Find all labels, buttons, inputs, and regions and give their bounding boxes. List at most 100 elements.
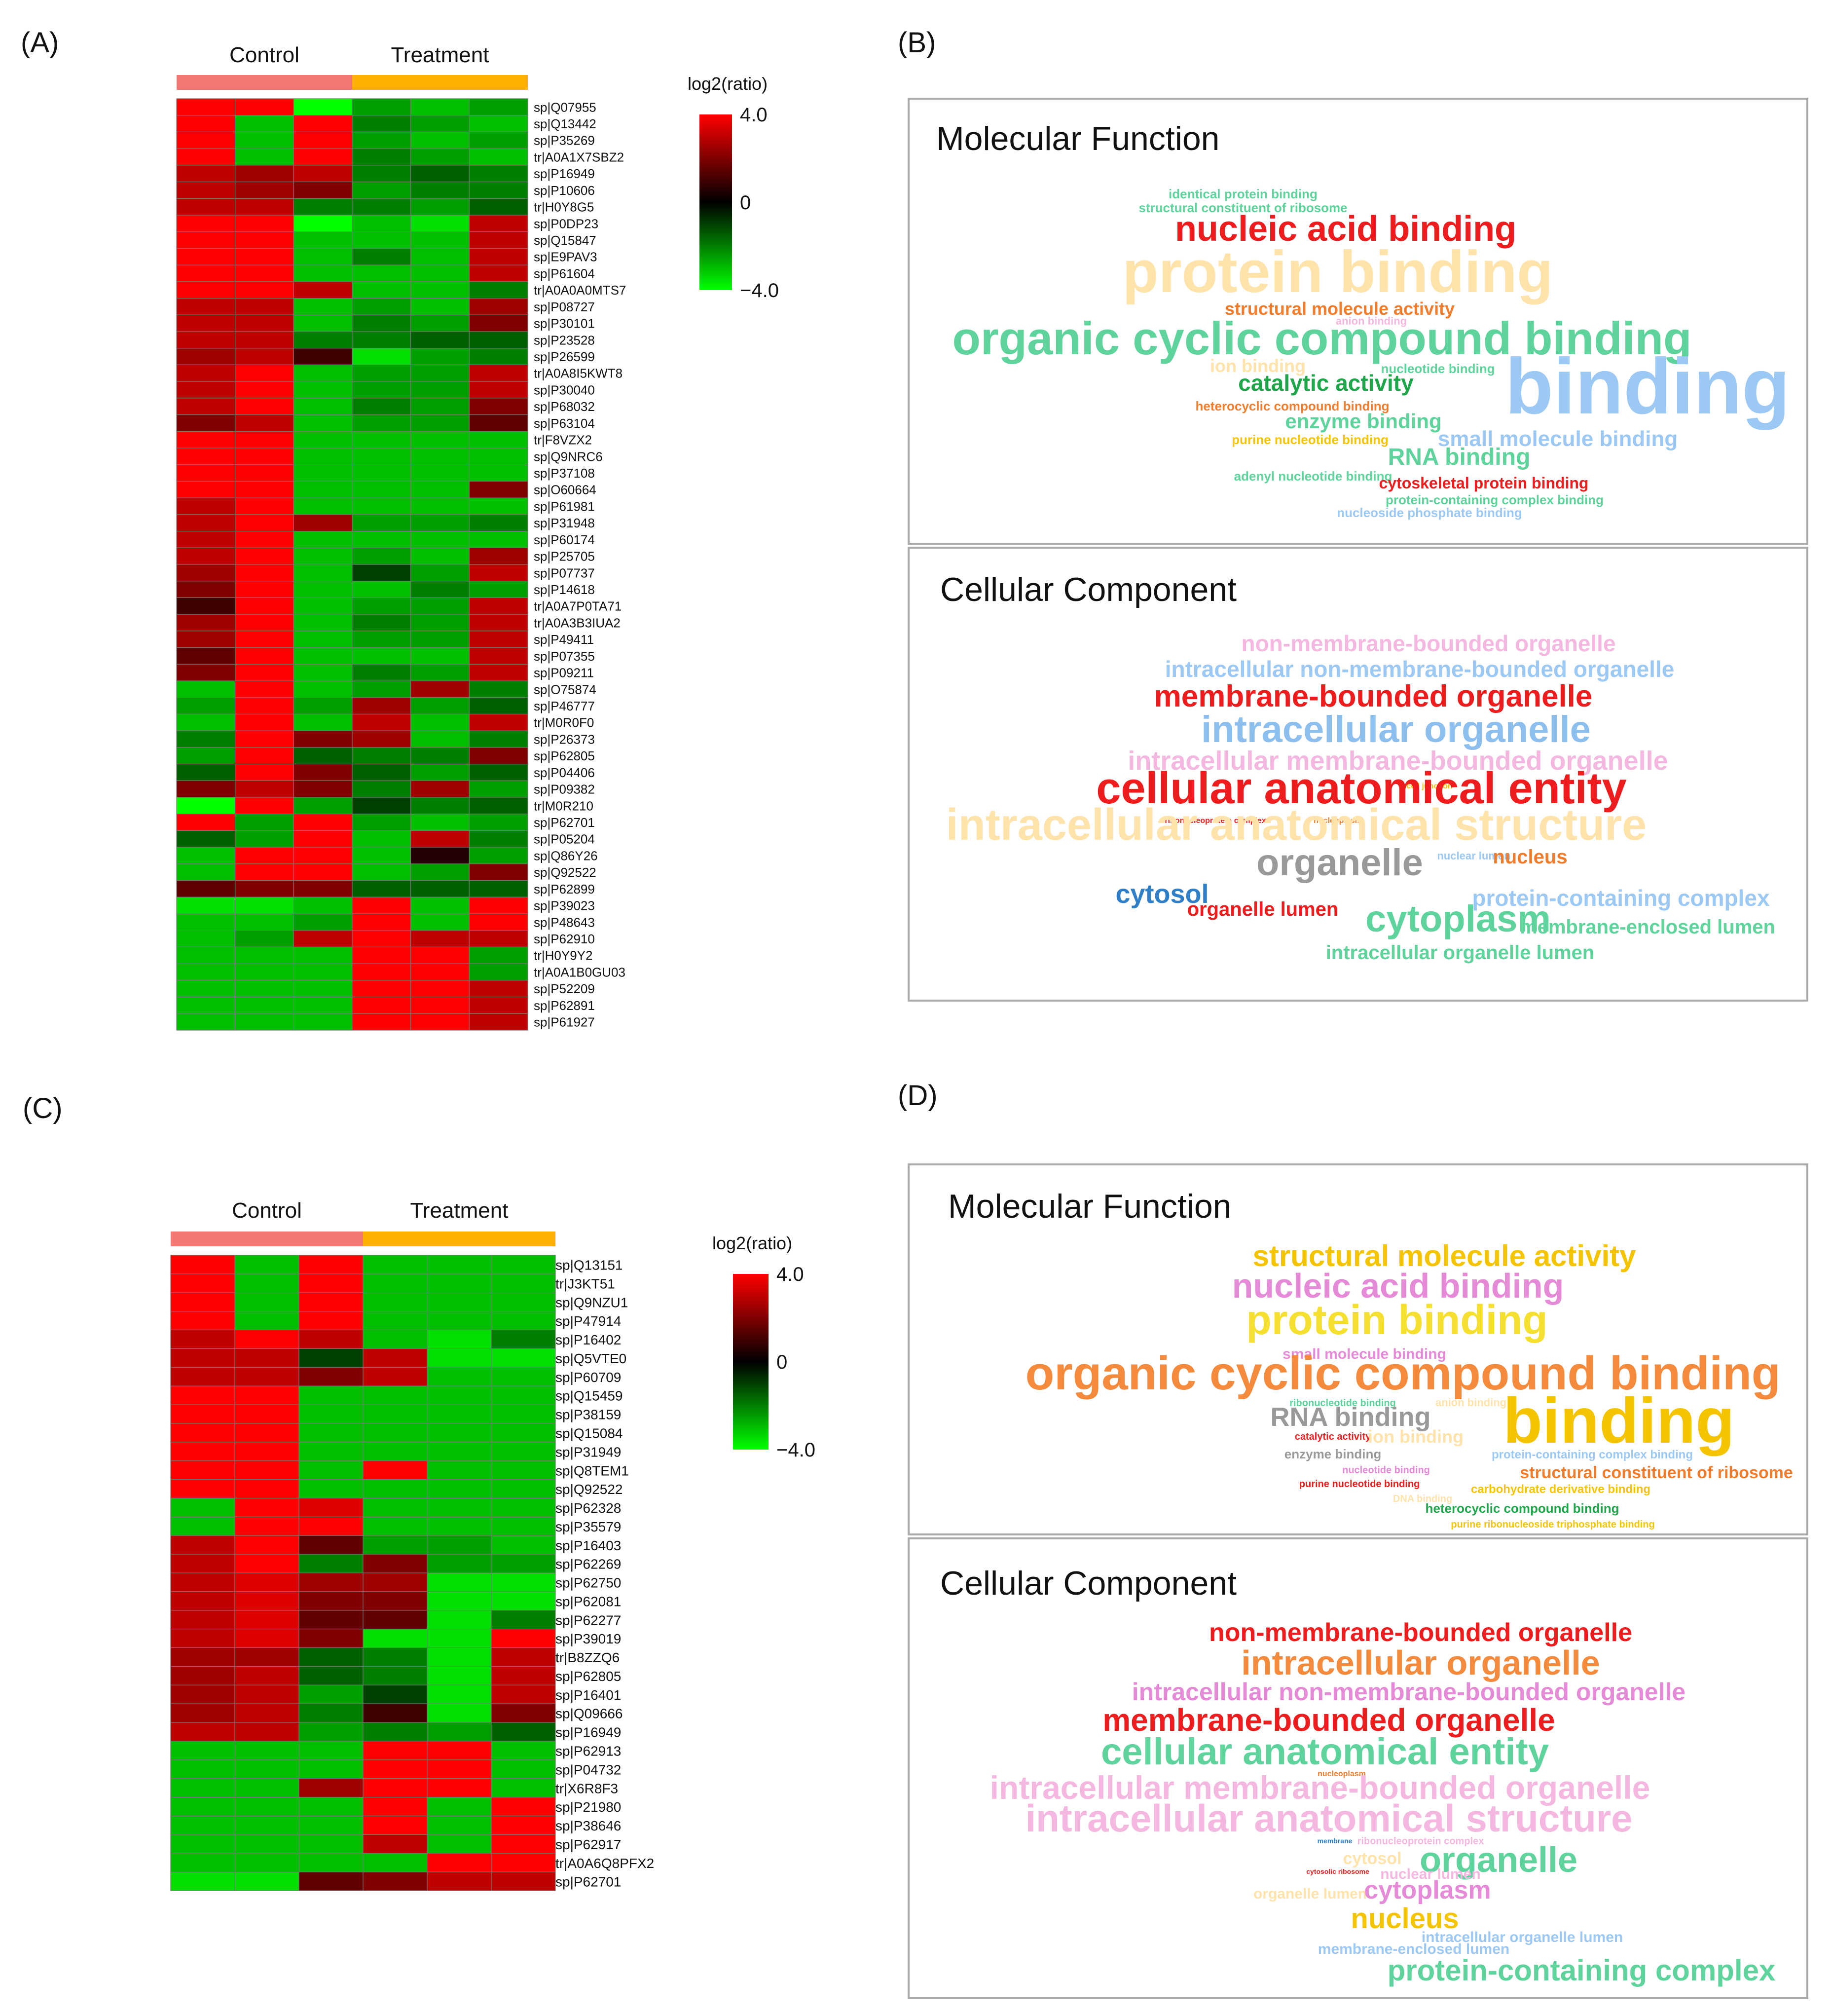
heatmap-cell bbox=[298, 1273, 364, 1293]
heatmap-cell bbox=[469, 614, 528, 632]
heatmap-cell bbox=[410, 664, 470, 681]
heatmap-cell bbox=[352, 847, 411, 864]
heatmap-cell bbox=[427, 1629, 492, 1648]
row-label: sp|Q92522 bbox=[555, 1482, 623, 1497]
heatmap-cell bbox=[235, 1013, 294, 1031]
row-label: sp|P62913 bbox=[555, 1743, 621, 1758]
panel-label-d: (D) bbox=[898, 1080, 938, 1112]
heatmap-cell bbox=[427, 1442, 492, 1461]
heatmap-cell bbox=[469, 215, 528, 232]
heatmap-cell bbox=[234, 1684, 299, 1704]
heatmap-cell bbox=[235, 647, 294, 665]
heatmap-cell bbox=[298, 1404, 364, 1424]
heatmap-cell bbox=[170, 1572, 235, 1592]
heatmap-cell bbox=[352, 530, 411, 548]
row-label: tr|M0R210 bbox=[534, 798, 593, 813]
row-label: sp|P61927 bbox=[534, 1015, 595, 1030]
wordcloud-term: membrane-enclosed lumen bbox=[1520, 916, 1775, 938]
heatmap-cell bbox=[352, 863, 411, 881]
heatmap-cell bbox=[410, 448, 470, 465]
heatmap-cell bbox=[293, 448, 353, 465]
heatmap-cell bbox=[363, 1572, 428, 1592]
heatmap-cell bbox=[293, 946, 353, 964]
heatmap-cell bbox=[410, 581, 470, 598]
wordcloud-b-cc-box bbox=[908, 547, 1808, 1002]
heatmap-cell bbox=[352, 398, 411, 415]
legend-colorbar bbox=[699, 114, 732, 290]
row-label: sp|P04732 bbox=[555, 1762, 621, 1777]
row-label: sp|P16401 bbox=[555, 1687, 621, 1703]
heatmap-cell bbox=[235, 131, 294, 149]
heatmap-cell bbox=[176, 913, 236, 931]
heatmap-cell bbox=[352, 963, 411, 981]
heatmap-cell bbox=[176, 398, 236, 415]
heatmap-cell bbox=[469, 298, 528, 315]
heatmap-cell bbox=[298, 1815, 364, 1835]
row-label: sp|Q8TEM1 bbox=[555, 1463, 629, 1478]
wordcloud-term: membrane-bounded organelle bbox=[1154, 679, 1593, 713]
heatmap-cell bbox=[363, 1404, 428, 1424]
heatmap-cell bbox=[170, 1666, 235, 1685]
heatmap-cell bbox=[176, 830, 236, 848]
heatmap-cell bbox=[410, 115, 470, 133]
heatmap-cell bbox=[427, 1460, 492, 1480]
heatmap-cell bbox=[427, 1853, 492, 1872]
row-label: sp|P26599 bbox=[534, 349, 595, 364]
heatmap-cell bbox=[298, 1684, 364, 1704]
heatmap-cell bbox=[469, 564, 528, 582]
heatmap-cell bbox=[469, 913, 528, 931]
heatmap-cell bbox=[352, 414, 411, 432]
heatmap-cell bbox=[352, 464, 411, 482]
heatmap-cell bbox=[491, 1329, 556, 1349]
heatmap-cell bbox=[410, 814, 470, 831]
heatmap-cell bbox=[410, 614, 470, 632]
heatmap-cell bbox=[491, 1292, 556, 1312]
row-label: sp|P26373 bbox=[534, 732, 595, 747]
wordcloud-term: structural molecule activity bbox=[1253, 1239, 1637, 1272]
heatmap-cell bbox=[176, 614, 236, 632]
heatmap-cell bbox=[427, 1516, 492, 1536]
wordcloud-term: nucleic acid binding bbox=[1175, 209, 1516, 249]
wordcloud-term: cytosolic ribosome bbox=[1306, 1867, 1369, 1875]
heatmap-cell bbox=[176, 431, 236, 448]
heatmap-cell bbox=[293, 514, 353, 532]
heatmap-cell bbox=[427, 1554, 492, 1573]
heatmap-cell bbox=[293, 398, 353, 415]
heatmap-cell bbox=[410, 797, 470, 815]
heatmap-cell bbox=[363, 1610, 428, 1630]
row-label: sp|P21980 bbox=[555, 1799, 621, 1815]
heatmap-cell bbox=[427, 1385, 492, 1405]
heatmap-cell bbox=[176, 814, 236, 831]
heatmap-cell bbox=[235, 448, 294, 465]
group-bar-control bbox=[171, 1232, 363, 1246]
wordcloud-term: RNA binding bbox=[1271, 1402, 1431, 1432]
heatmap-cell bbox=[427, 1815, 492, 1835]
row-label: sp|P62277 bbox=[555, 1612, 621, 1628]
heatmap-cell bbox=[352, 215, 411, 232]
heatmap-cell bbox=[469, 414, 528, 432]
heatmap-cell bbox=[352, 797, 411, 815]
wordcloud-term: ribonucleoprotein complex bbox=[1165, 817, 1266, 825]
heatmap-cell bbox=[235, 780, 294, 798]
heatmap-cell bbox=[170, 1703, 235, 1723]
heatmap-cell bbox=[352, 481, 411, 498]
wordcloud-term: purine nucleotide binding bbox=[1299, 1479, 1420, 1490]
heatmap-cell bbox=[352, 514, 411, 532]
heatmap-cell bbox=[293, 996, 353, 1014]
wordcloud-term: cellular anatomical entity bbox=[1101, 1731, 1549, 1773]
heatmap-cell bbox=[410, 431, 470, 448]
heatmap-cell bbox=[298, 1629, 364, 1648]
heatmap-cell bbox=[363, 1329, 428, 1349]
heatmap-cell bbox=[293, 597, 353, 615]
heatmap-cell bbox=[298, 1591, 364, 1611]
heatmap-cell bbox=[469, 448, 528, 465]
row-label: sp|P62805 bbox=[534, 748, 595, 763]
heatmap-cell bbox=[176, 98, 236, 116]
heatmap-cell bbox=[235, 348, 294, 366]
heatmap-cell bbox=[363, 1759, 428, 1779]
heatmap-cell bbox=[410, 148, 470, 166]
row-label: sp|P38159 bbox=[555, 1407, 621, 1422]
heatmap-cell bbox=[469, 780, 528, 798]
wordcloud-term: intracellular membrane-bounded organelle bbox=[990, 1769, 1650, 1806]
heatmap-cell bbox=[293, 863, 353, 881]
